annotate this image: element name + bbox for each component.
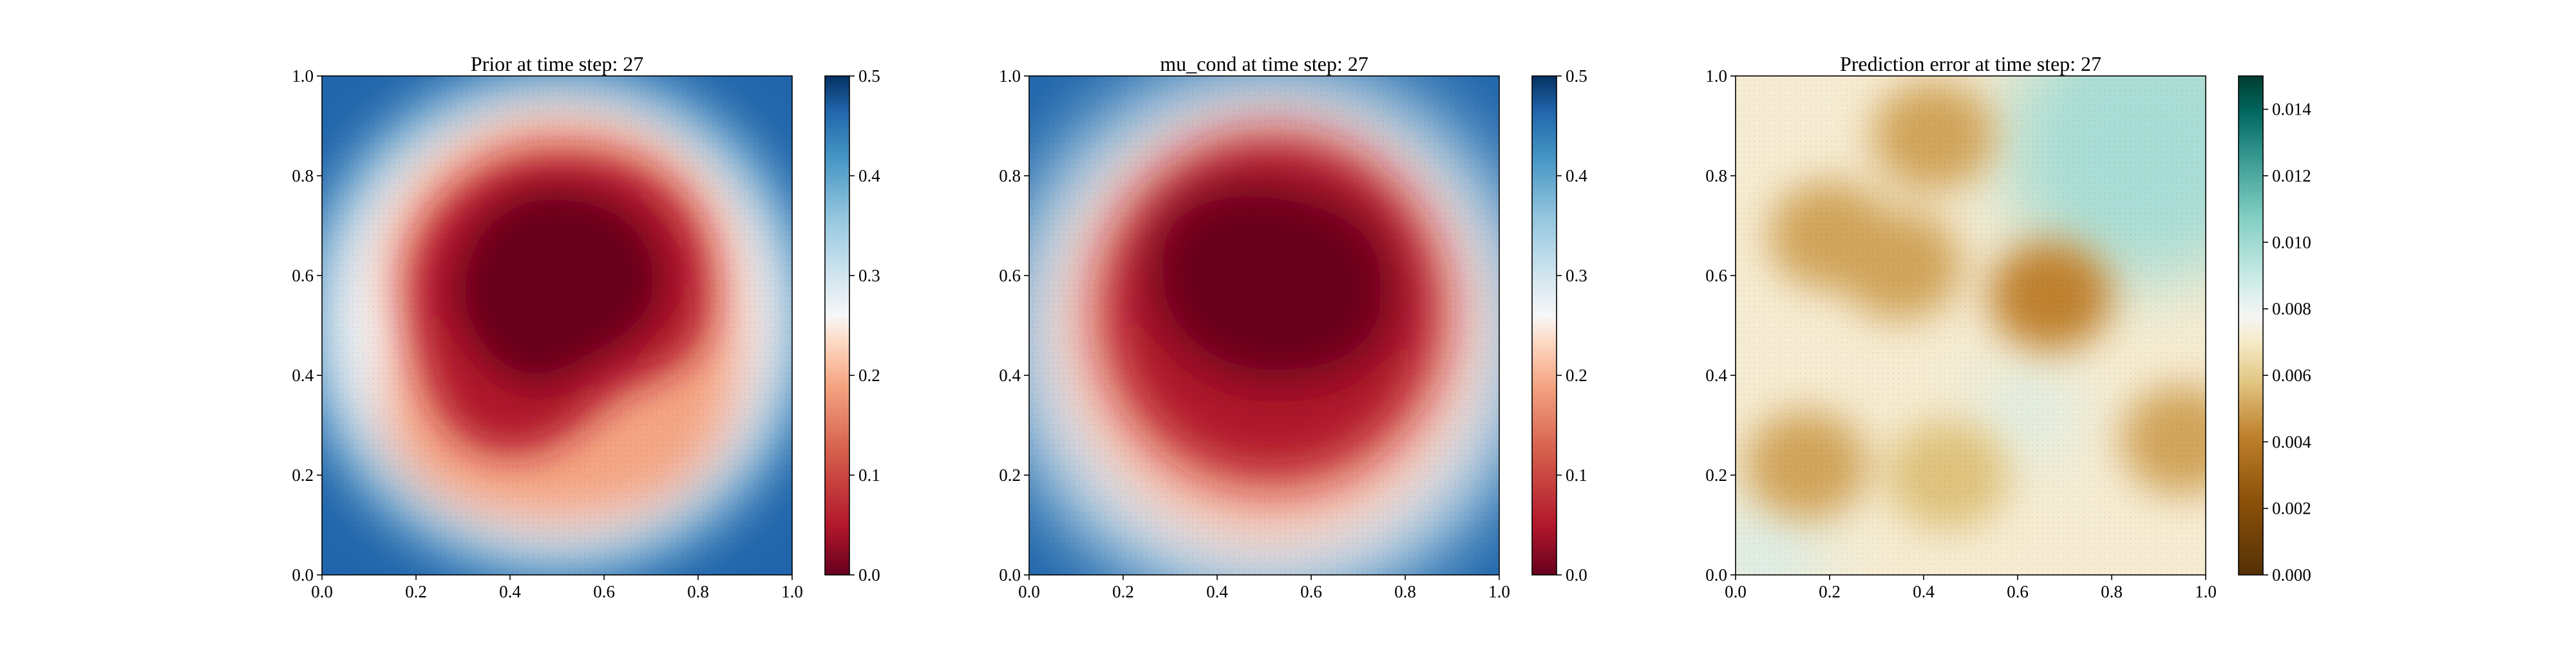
panel-mu-cond: mu_cond at time step: 27 0.0 0.2 0.4 0.6 0.8…: [999, 52, 1587, 601]
prior-xtick-label: 0.8: [687, 582, 709, 601]
prediction-error-colorbar-tick-label: 0.012: [2272, 166, 2311, 185]
prior-colorbar-ticks: 0.0 0.1 0.2 0.3 0.4 0.5: [849, 66, 880, 585]
prior-ytick-label: 0.8: [292, 166, 314, 185]
mu-cond-colorbar-tick-label: 0.0: [1566, 565, 1587, 585]
prior-colorbar: 0.0 0.1 0.2 0.3 0.4 0.5: [824, 66, 880, 585]
prediction-error-colorbar-tick-label: 0.008: [2272, 299, 2311, 319]
mu-cond-xtick-label: 0.4: [1206, 582, 1228, 601]
prior-title: Prior at time step: 27: [471, 52, 643, 75]
panel-prediction-error: Prediction error at time step: 27 0.0 0.2…: [1705, 52, 2311, 601]
prediction-error-colorbar-tick-label: 0.006: [2272, 366, 2311, 385]
prior-dot-overlay: [322, 76, 792, 575]
prediction-error-ytick-label: 0.2: [1705, 465, 1727, 485]
prediction-error-xtick-label: 0.2: [1819, 582, 1841, 601]
mu-cond-colorbar: 0.0 0.1 0.2 0.3 0.4 0.5: [1531, 66, 1587, 585]
prior-colorbar-tick-label: 0.2: [858, 366, 880, 385]
mu-cond-colorbar-ticks: 0.0 0.1 0.2 0.3 0.4 0.5: [1557, 66, 1587, 585]
prediction-error-colorbar-tick-label: 0.010: [2272, 232, 2311, 252]
mu-cond-colorbar-tick-label: 0.4: [1566, 166, 1587, 185]
prediction-error-ytick-label: 0.8: [1705, 166, 1727, 185]
prediction-error-colorbar-tick-label: 0.002: [2272, 499, 2311, 518]
prediction-error-ytick-label: 0.4: [1705, 366, 1727, 385]
prior-xtick-label: 0.2: [405, 582, 427, 601]
mu-cond-xtick-label: 0.2: [1112, 582, 1134, 601]
prior-colorbar-gradient: [824, 75, 850, 576]
mu-cond-ytick-label: 0.0: [999, 565, 1021, 585]
prediction-error-ytick-label: 0.0: [1705, 565, 1727, 585]
prediction-error-xtick-label: 0.6: [2007, 582, 2029, 601]
mu-cond-ytick-label: 0.6: [999, 266, 1021, 285]
mu-cond-colorbar-tick-label: 0.2: [1566, 366, 1587, 385]
prediction-error-xtick-label: 0.8: [2101, 582, 2123, 601]
mu-cond-xtick-label: 0.6: [1300, 582, 1322, 601]
panel-prior: Prior at time step: 27 0.0 0.2 0.4 0.6 0.8 1.…: [292, 52, 880, 601]
prior-ytick-label: 0.4: [292, 366, 314, 385]
prior-colorbar-tick-label: 0.5: [858, 66, 880, 86]
mu-cond-xtick-label: 0.8: [1394, 582, 1416, 601]
mu-cond-dot-overlay: [1029, 76, 1499, 575]
prediction-error-xticks: 0.0 0.2 0.4 0.6 0.8 1.0: [1725, 575, 2217, 601]
prediction-error-colorbar-tick-label: 0.014: [2272, 100, 2311, 119]
prediction-error-ytick-label: 0.6: [1705, 266, 1727, 285]
prediction-error-ytick-label: 1.0: [1705, 66, 1727, 86]
prior-ytick-label: 1.0: [292, 66, 314, 86]
mu-cond-ytick-label: 0.8: [999, 166, 1021, 185]
prior-xtick-label: 1.0: [781, 582, 803, 601]
mu-cond-colorbar-gradient: [1531, 75, 1557, 576]
prediction-error-axes-frame: [1735, 75, 2206, 576]
prior-colorbar-tick-label: 0.1: [858, 465, 880, 485]
prediction-error-xtick-label: 1.0: [2195, 582, 2217, 601]
prior-ytick-label: 0.6: [292, 266, 314, 285]
prediction-error-title: Prediction error at time step: 27: [1840, 52, 2101, 75]
prior-colorbar-tick-label: 0.0: [858, 565, 880, 585]
mu-cond-ytick-label: 1.0: [999, 66, 1021, 86]
prediction-error-colorbar-tick-label: 0.000: [2272, 565, 2311, 585]
mu-cond-title: mu_cond at time step: 27: [1160, 52, 1368, 75]
mu-cond-axes-frame: [1028, 75, 1500, 576]
mu-cond-colorbar-tick-label: 0.3: [1566, 266, 1587, 285]
prediction-error-yticks: 0.0 0.2 0.4 0.6 0.8 1.0: [1705, 66, 1736, 585]
prediction-error-colorbar-gradient: [2238, 75, 2264, 576]
prior-ytick-label: 0.0: [292, 565, 314, 585]
mu-cond-colorbar-tick-label: 0.1: [1566, 465, 1587, 485]
mu-cond-ytick-label: 0.4: [999, 366, 1021, 385]
prior-colorbar-tick-label: 0.3: [858, 266, 880, 285]
prior-xticks: 0.0 0.2 0.4 0.6 0.8 1.0: [311, 575, 803, 601]
prior-xtick-label: 0.0: [311, 582, 333, 601]
prediction-error-xtick-label: 0.4: [1913, 582, 1935, 601]
mu-cond-xtick-label: 0.0: [1018, 582, 1040, 601]
prior-xtick-label: 0.6: [593, 582, 615, 601]
prediction-error-colorbar-tick-label: 0.004: [2272, 432, 2311, 451]
mu-cond-yticks: 0.0 0.2 0.4 0.6 0.8 1.0: [999, 66, 1029, 585]
prior-axes-frame: [321, 75, 793, 576]
prior-xtick-label: 0.4: [499, 582, 521, 601]
mu-cond-ytick-label: 0.2: [999, 465, 1021, 485]
prediction-error-dot-overlay: [1736, 76, 2206, 575]
prediction-error-xtick-label: 0.0: [1725, 582, 1747, 601]
prior-colorbar-tick-label: 0.4: [858, 166, 880, 185]
prediction-error-colorbar: 0.000 0.002 0.004 0.006 0.008 0.010 0.012 0.014: [2238, 75, 2311, 585]
mu-cond-colorbar-tick-label: 0.5: [1566, 66, 1587, 86]
mu-cond-xticks: 0.0 0.2 0.4 0.6 0.8 1.0: [1018, 575, 1510, 601]
prior-ytick-label: 0.2: [292, 465, 314, 485]
mu-cond-xtick-label: 1.0: [1488, 582, 1510, 601]
prior-yticks: 0.0 0.2 0.4 0.6 0.8 1.0: [292, 66, 322, 585]
prediction-error-colorbar-ticks: 0.000 0.002 0.004 0.006 0.008 0.010 0.012 0.014: [2263, 100, 2311, 585]
